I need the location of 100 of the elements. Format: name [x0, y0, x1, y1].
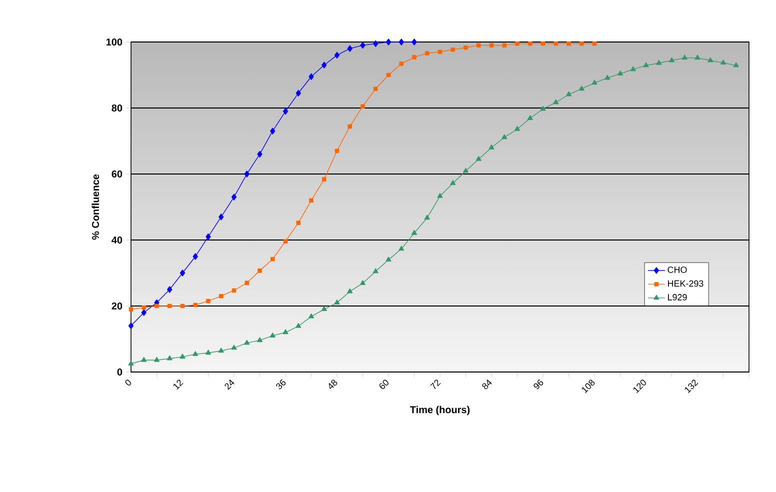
point [476, 156, 482, 161]
point [296, 220, 301, 225]
point [128, 360, 134, 366]
y-axis-title: % Confluence [92, 174, 100, 240]
x-tick-label: 108 [582, 380, 595, 394]
point [708, 57, 714, 62]
point [412, 38, 417, 46]
x-tick-label: 12 [174, 380, 184, 390]
point [334, 148, 340, 154]
point [578, 86, 584, 91]
point [630, 66, 636, 72]
point [464, 45, 468, 50]
point [566, 42, 571, 46]
point [322, 177, 326, 182]
y-tick-label: 20 [112, 302, 122, 310]
x-tick-label: 96 [534, 380, 544, 390]
legend-label: CHO [668, 266, 687, 273]
point [244, 170, 250, 178]
point [218, 214, 224, 220]
point [540, 106, 546, 111]
point [347, 45, 352, 52]
point [231, 194, 237, 200]
y-tick-label: 100 [106, 38, 122, 46]
x-tick-label: 36 [276, 380, 286, 390]
point [154, 304, 159, 308]
point [617, 70, 624, 76]
point [348, 124, 352, 129]
point [296, 90, 301, 96]
point [141, 356, 147, 362]
point [450, 180, 456, 185]
point [360, 280, 366, 285]
point [553, 99, 559, 104]
point [566, 91, 572, 96]
point [282, 108, 288, 115]
point [347, 288, 353, 294]
point [244, 340, 250, 345]
y-tick-label: 0 [117, 368, 122, 376]
point [592, 42, 597, 46]
point [334, 300, 340, 304]
point [205, 350, 212, 355]
point [193, 302, 198, 308]
point [282, 329, 288, 334]
point [398, 246, 404, 251]
point [167, 304, 172, 308]
point [604, 74, 610, 80]
point [218, 294, 224, 298]
point [528, 42, 532, 46]
x-axis-title: Time (hours) [410, 406, 470, 416]
point [360, 42, 366, 49]
point [180, 304, 185, 308]
point [411, 230, 418, 235]
point [128, 322, 134, 330]
point [322, 62, 327, 68]
point [656, 60, 662, 65]
point [206, 298, 210, 304]
x-tick-label: 60 [379, 380, 388, 389]
point [167, 286, 172, 293]
point [180, 270, 186, 276]
point [668, 57, 675, 62]
point [218, 348, 224, 353]
point [334, 52, 340, 59]
point [256, 337, 263, 342]
legend-label: L929 [668, 294, 687, 300]
point [720, 60, 726, 65]
point [244, 280, 250, 286]
point [424, 214, 430, 220]
point [733, 62, 739, 68]
x-tick-label: 0 [125, 380, 131, 386]
point [424, 51, 430, 56]
point [270, 128, 276, 134]
point [476, 43, 481, 48]
point [502, 134, 508, 140]
legend-label: HEK-293 [668, 280, 704, 287]
point [373, 40, 378, 47]
point [398, 38, 404, 46]
point [192, 253, 198, 260]
point [515, 42, 520, 46]
point [142, 306, 146, 310]
point [579, 42, 584, 46]
point [308, 73, 314, 80]
point [462, 168, 469, 173]
point [386, 38, 392, 46]
point [257, 150, 262, 158]
point [154, 356, 160, 362]
point [502, 43, 507, 48]
x-tick-label: 120 [633, 380, 646, 394]
point [450, 47, 456, 52]
point [682, 54, 688, 60]
point [192, 351, 198, 356]
point [438, 50, 442, 54]
x-tick-label: 24 [224, 380, 234, 390]
y-tick-label: 60 [112, 170, 122, 178]
point [231, 344, 237, 350]
point [270, 332, 276, 338]
point [283, 239, 288, 244]
point [514, 126, 520, 131]
point [296, 322, 302, 328]
point [232, 288, 236, 293]
point [166, 355, 172, 360]
y-tick-label: 40 [112, 236, 122, 244]
